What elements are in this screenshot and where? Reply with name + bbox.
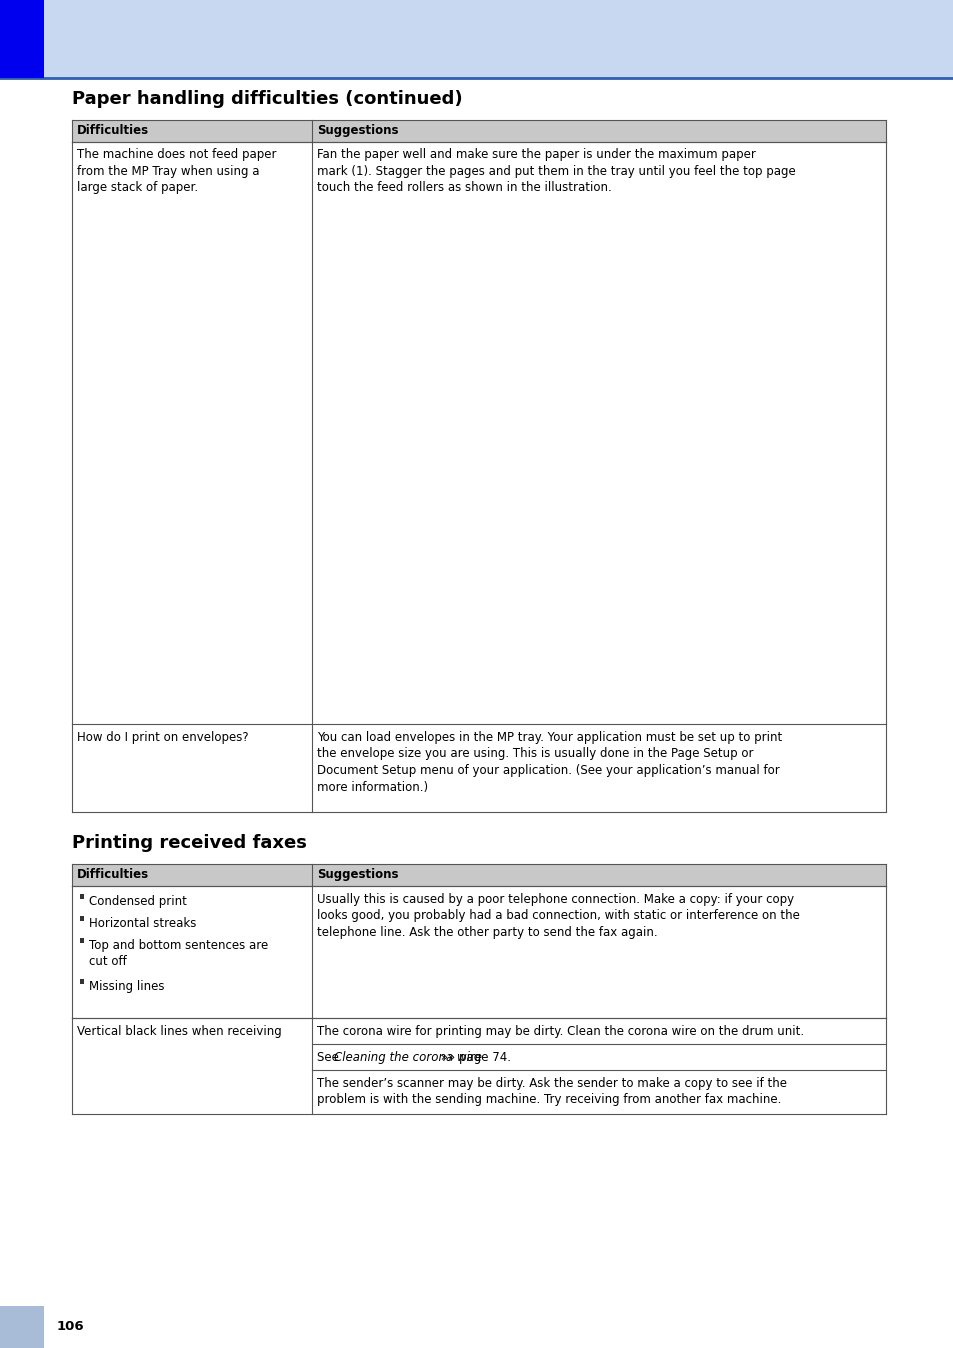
Text: The machine does not feed paper
from the MP Tray when using a
large stack of pap: The machine does not feed paper from the… bbox=[77, 148, 276, 194]
Bar bbox=[80, 938, 85, 942]
Text: See: See bbox=[316, 1051, 342, 1064]
Text: Fan the paper well and make sure the paper is under the maximum paper
mark (1). : Fan the paper well and make sure the pap… bbox=[316, 148, 795, 194]
Text: 106: 106 bbox=[57, 1321, 85, 1333]
Text: Vertical black lines when receiving: Vertical black lines when receiving bbox=[77, 1024, 281, 1038]
Text: Suggestions: Suggestions bbox=[316, 124, 398, 137]
Text: How do I print on envelopes?: How do I print on envelopes? bbox=[77, 731, 249, 744]
Bar bbox=[71, 120, 885, 142]
Text: Difficulties: Difficulties bbox=[77, 868, 149, 882]
Bar bbox=[80, 979, 85, 984]
Text: Horizontal streaks: Horizontal streaks bbox=[89, 917, 196, 930]
Bar bbox=[71, 724, 885, 811]
Text: The corona wire for printing may be dirty. Clean the corona wire on the drum uni: The corona wire for printing may be dirt… bbox=[316, 1024, 803, 1038]
Bar bbox=[71, 886, 885, 1018]
Text: Suggestions: Suggestions bbox=[316, 868, 398, 882]
Text: »» page 74.: »» page 74. bbox=[436, 1051, 511, 1064]
Bar bbox=[71, 142, 885, 724]
Bar bbox=[0, 0, 44, 78]
Text: Usually this is caused by a poor telephone connection. Make a copy: if your copy: Usually this is caused by a poor telepho… bbox=[316, 892, 799, 940]
Text: Paper handling difficulties (continued): Paper handling difficulties (continued) bbox=[71, 90, 462, 108]
Bar bbox=[0, 1306, 44, 1348]
Text: Printing received faxes: Printing received faxes bbox=[71, 834, 307, 852]
Text: Difficulties: Difficulties bbox=[77, 124, 149, 137]
Text: Condensed print: Condensed print bbox=[89, 895, 187, 909]
Text: You can load envelopes in the MP tray. Your application must be set up to print
: You can load envelopes in the MP tray. Y… bbox=[316, 731, 781, 794]
Bar bbox=[80, 894, 85, 899]
Bar bbox=[0, 0, 953, 78]
Bar bbox=[80, 917, 85, 921]
Bar bbox=[71, 1018, 885, 1113]
Text: Missing lines: Missing lines bbox=[89, 980, 164, 993]
Text: The sender’s scanner may be dirty. Ask the sender to make a copy to see if the
p: The sender’s scanner may be dirty. Ask t… bbox=[316, 1077, 786, 1107]
Bar bbox=[71, 864, 885, 886]
Text: Top and bottom sentences are
cut off: Top and bottom sentences are cut off bbox=[89, 940, 268, 968]
Text: Cleaning the corona wire: Cleaning the corona wire bbox=[334, 1051, 481, 1064]
